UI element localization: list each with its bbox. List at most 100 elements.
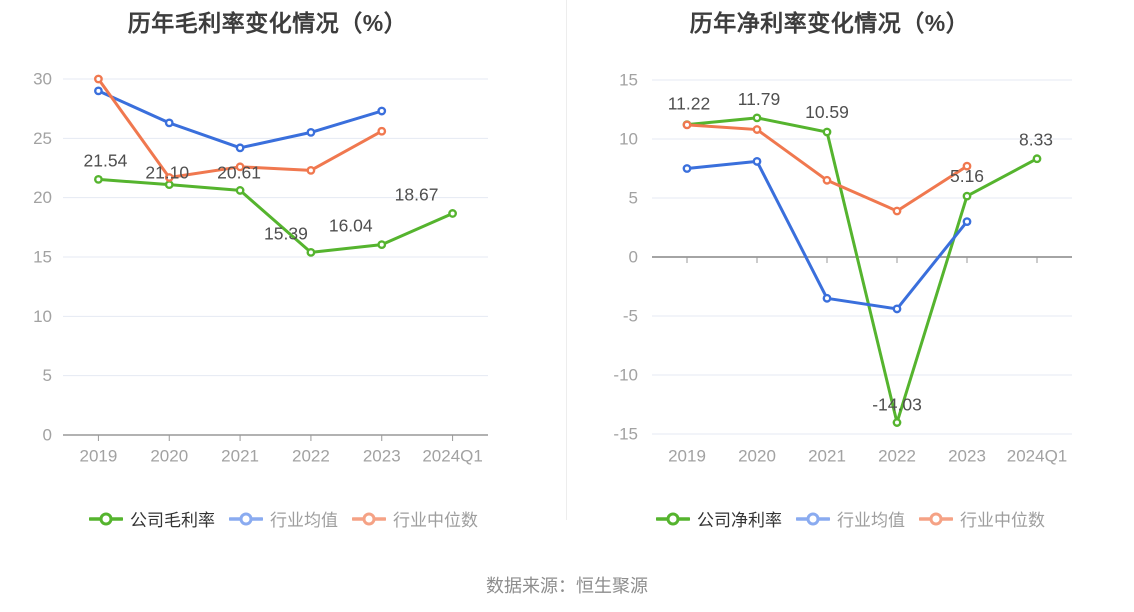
x-tick-label: 2021 xyxy=(221,447,259,466)
data-label-company-net-margin: -14.03 xyxy=(872,395,922,415)
data-point-industry-median xyxy=(822,175,832,185)
gross-margin-chart-panel: 历年毛利率变化情况（%） 0 5 10 15 20 25 30 2019 2020 2021 202… xyxy=(0,0,567,556)
net-margin-chart-title: 历年净利率变化情况（%） xyxy=(689,10,970,36)
net-margin-plot: -15 -10 -5 0 5 10 15 2019 2020 2021 2022 2023 2024Q1… xyxy=(613,71,1072,466)
charts-row: 历年毛利率变化情况（%） 0 5 10 15 20 25 30 2019 2020 2021 202… xyxy=(0,0,1134,556)
gross-margin-plot: 0 5 10 15 20 25 30 2019 2020 2021 2022 2023 2024Q1 21… xyxy=(33,70,488,466)
data-point-industry-median xyxy=(752,125,762,134)
x-tick-label: 2020 xyxy=(150,447,188,466)
data-point-company-gross-margin xyxy=(306,247,316,257)
data-point-industry-median xyxy=(306,165,316,175)
data-point-industry-average xyxy=(892,304,902,314)
y-tick-label: 10 xyxy=(33,307,52,326)
legend-ring-icon xyxy=(99,512,113,525)
x-tick-label: 2019 xyxy=(80,447,118,466)
data-point-industry-average xyxy=(962,217,972,227)
legend-ring-icon xyxy=(929,512,943,525)
data-point-company-net-margin xyxy=(1032,154,1042,164)
data-label-company-gross-margin: 20.61 xyxy=(217,162,261,182)
data-label-company-gross-margin: 15.39 xyxy=(264,223,308,243)
series-line-company-gross-margin xyxy=(96,177,455,254)
y-tick-label: 30 xyxy=(33,70,52,89)
data-point-industry-median xyxy=(377,126,387,136)
legend-item-label: 行业均值 xyxy=(270,511,338,530)
legend-item-label: 行业均值 xyxy=(837,511,905,530)
data-source-note: 数据来源：恒生聚源 xyxy=(486,576,648,596)
data-label-company-net-margin: 11.22 xyxy=(668,94,711,114)
net-margin-legend: 公司净利率 行业均值 行业中位数 xyxy=(567,506,1134,531)
legend-marker-icon xyxy=(656,512,690,525)
legend-item-industry-median[interactable]: 行业中位数 xyxy=(919,506,1045,531)
data-label-company-net-margin: 11.79 xyxy=(738,89,781,109)
legend-marker-icon xyxy=(229,512,263,525)
y-tick-label: -10 xyxy=(613,366,638,385)
net-margin-chart-panel: 历年净利率变化情况（%） -15 -10 -5 0 5 10 15 2019 2020 2021 2… xyxy=(567,0,1134,556)
legend-item-industry-median[interactable]: 行业中位数 xyxy=(352,506,478,531)
legend-marker-icon xyxy=(89,512,123,525)
y-tick-label: 5 xyxy=(629,189,638,208)
gross-margin-chart-title: 历年毛利率变化情况（%） xyxy=(127,10,408,36)
data-point-industry-median xyxy=(682,120,692,130)
panel-divider xyxy=(566,0,567,520)
y-tick-label: 5 xyxy=(43,366,52,385)
legend-ring-icon xyxy=(806,512,820,525)
legend-item-company-gross-margin[interactable]: 公司毛利率 xyxy=(89,506,215,531)
legend-item-industry-average[interactable]: 行业均值 xyxy=(796,506,905,531)
legend-item-label: 公司净利率 xyxy=(697,511,782,530)
data-point-company-gross-margin xyxy=(448,209,457,218)
data-point-industry-average xyxy=(235,143,245,153)
data-point-company-gross-margin xyxy=(235,186,245,195)
data-point-company-net-margin xyxy=(892,418,902,427)
data-point-industry-average xyxy=(306,127,316,137)
data-point-company-net-margin xyxy=(962,191,972,201)
data-point-industry-median xyxy=(962,161,972,171)
legend-item-industry-average[interactable]: 行业均值 xyxy=(229,506,338,531)
data-point-industry-average xyxy=(164,118,174,128)
legend-item-label: 行业中位数 xyxy=(960,511,1045,530)
legend-marker-icon xyxy=(919,512,953,525)
y-tick-label: 0 xyxy=(43,426,52,445)
data-point-industry-median xyxy=(94,74,103,84)
data-point-company-gross-margin xyxy=(377,240,387,250)
x-tick-label: 2024Q1 xyxy=(422,447,483,466)
data-label-company-net-margin: 8.33 xyxy=(1019,130,1053,150)
data-point-industry-average xyxy=(682,164,692,173)
data-label-company-gross-margin: 18.67 xyxy=(395,184,439,204)
data-point-company-net-margin xyxy=(822,127,832,137)
y-tick-label: -15 xyxy=(613,425,638,444)
data-label-company-gross-margin: 21.10 xyxy=(145,163,189,183)
data-point-industry-average xyxy=(377,106,387,116)
legend-ring-icon xyxy=(666,512,680,525)
x-tick-label: 2021 xyxy=(808,447,846,466)
y-tick-label: -5 xyxy=(623,307,638,326)
legend-marker-icon xyxy=(352,512,386,525)
data-label-company-gross-margin: 21.54 xyxy=(84,150,128,170)
legend-item-company-net-margin[interactable]: 公司净利率 xyxy=(656,506,782,531)
y-tick-label: 0 xyxy=(629,248,638,267)
data-point-industry-median xyxy=(892,206,902,216)
data-point-industry-median xyxy=(164,173,174,182)
data-point-industry-median xyxy=(235,162,245,172)
legend-marker-icon xyxy=(796,512,830,525)
x-tick-label: 2022 xyxy=(878,447,916,466)
data-point-company-gross-margin xyxy=(94,174,103,184)
x-tick-label: 2024Q1 xyxy=(1007,447,1068,466)
legend-item-label: 行业中位数 xyxy=(393,511,478,530)
x-tick-label: 2022 xyxy=(292,447,330,466)
data-label-company-net-margin: 5.16 xyxy=(950,166,984,186)
y-tick-label: 15 xyxy=(619,71,638,90)
data-point-industry-average xyxy=(94,86,103,96)
data-label-company-net-margin: 10.59 xyxy=(805,102,849,122)
data-label-company-gross-margin: 16.04 xyxy=(329,216,373,236)
x-tick-label: 2019 xyxy=(668,447,706,466)
gross-margin-legend: 公司毛利率 行业均值 行业中位数 xyxy=(0,506,567,531)
data-point-company-net-margin xyxy=(752,113,762,123)
data-point-industry-average xyxy=(822,293,832,303)
series-line-company-net-margin xyxy=(685,116,1039,425)
x-tick-label: 2023 xyxy=(363,447,401,466)
y-tick-label: 15 xyxy=(33,248,52,267)
y-tick-label: 25 xyxy=(33,129,52,148)
legend-ring-icon xyxy=(362,512,376,525)
legend-ring-icon xyxy=(239,512,253,525)
x-tick-label: 2020 xyxy=(738,447,776,466)
